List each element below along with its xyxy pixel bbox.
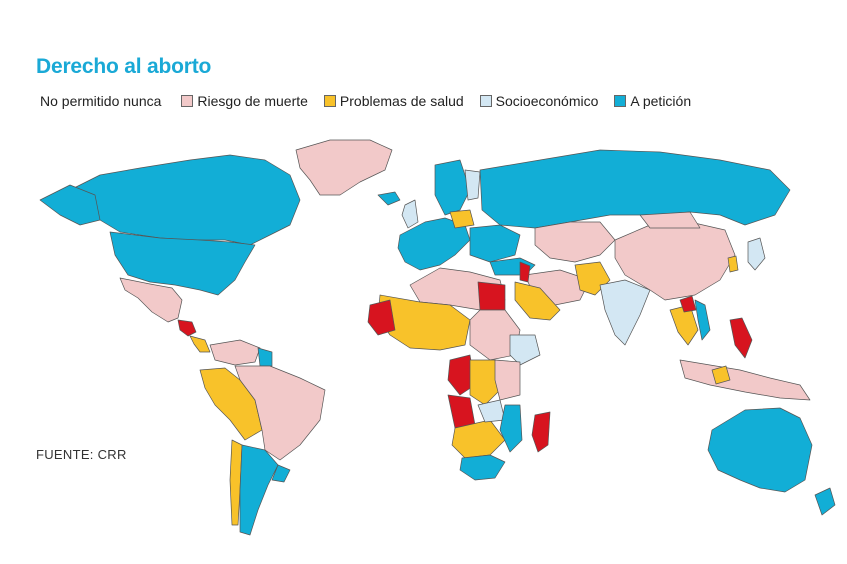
legend-label-request: A petición — [630, 93, 692, 109]
region-guyanas — [257, 347, 273, 367]
region-east-africa-south — [494, 359, 521, 401]
region-laos-never — [679, 295, 697, 313]
region-uruguay — [271, 464, 291, 483]
region-ethiopia — [509, 334, 541, 366]
region-poland — [449, 209, 475, 229]
region-south-africa — [459, 454, 506, 481]
legend-item-socio: Socioeconómico — [479, 93, 599, 109]
region-mexico — [119, 277, 183, 323]
legend-label-health: Problemas de salud — [339, 93, 464, 109]
region-west-africa-never — [367, 299, 396, 336]
legend-label-life: Riesgo de muerte — [197, 93, 308, 109]
region-mozambique — [499, 404, 523, 453]
region-congo-never — [447, 354, 476, 396]
source-note: FUENTE: CRR — [36, 447, 127, 462]
region-australia — [707, 407, 813, 493]
legend-swatch-health — [323, 95, 336, 107]
region-vietnam — [694, 299, 711, 341]
region-finland — [464, 169, 481, 201]
region-argentina — [239, 444, 279, 536]
region-arabia — [514, 281, 561, 321]
region-indonesia — [679, 359, 811, 401]
region-borneo — [711, 365, 731, 385]
region-scandinavia — [434, 159, 471, 216]
legend: No permitido nunca Riesgo de muerte Prob… — [40, 93, 707, 109]
region-uk — [401, 199, 419, 229]
legend-item-request: A petición — [614, 93, 691, 109]
region-canada — [69, 154, 301, 246]
region-greenland — [295, 139, 393, 196]
region-mongolia — [639, 211, 701, 229]
region-central-america-never — [177, 319, 197, 337]
legend-swatch-life — [181, 95, 194, 107]
region-alaska — [39, 184, 101, 226]
region-central-asia — [534, 221, 616, 263]
region-central-america-health — [189, 335, 211, 353]
region-drc — [469, 359, 501, 406]
region-brazil — [234, 365, 326, 461]
legend-item-never: No permitido nunca — [40, 93, 161, 109]
region-east-africa — [469, 309, 521, 361]
legend-item-life: Riesgo de muerte — [181, 93, 308, 109]
region-philippines — [729, 317, 753, 359]
region-korea — [727, 255, 739, 273]
region-new-zealand — [814, 487, 836, 516]
region-madagascar — [531, 411, 551, 453]
region-andes-health — [199, 367, 263, 441]
legend-label-socio: Socioeconómico — [495, 93, 599, 109]
region-iraq-never — [519, 261, 531, 283]
region-venezuela — [209, 339, 261, 366]
legend-label-never: No permitido nunca — [40, 93, 162, 109]
map-title: Derecho al aborto — [36, 55, 212, 78]
legend-swatch-socio — [479, 95, 492, 107]
region-india — [599, 279, 651, 346]
legend-swatch-request — [614, 95, 627, 107]
region-angola — [447, 394, 476, 429]
region-iceland — [377, 191, 401, 206]
world-map — [39, 139, 836, 536]
region-western-europe — [397, 217, 471, 271]
legend-item-health: Problemas de salud — [323, 93, 464, 109]
region-usa — [109, 231, 256, 296]
region-japan — [747, 237, 766, 271]
region-russia — [479, 149, 791, 229]
region-egypt — [477, 281, 506, 311]
region-eastern-europe — [469, 224, 521, 263]
